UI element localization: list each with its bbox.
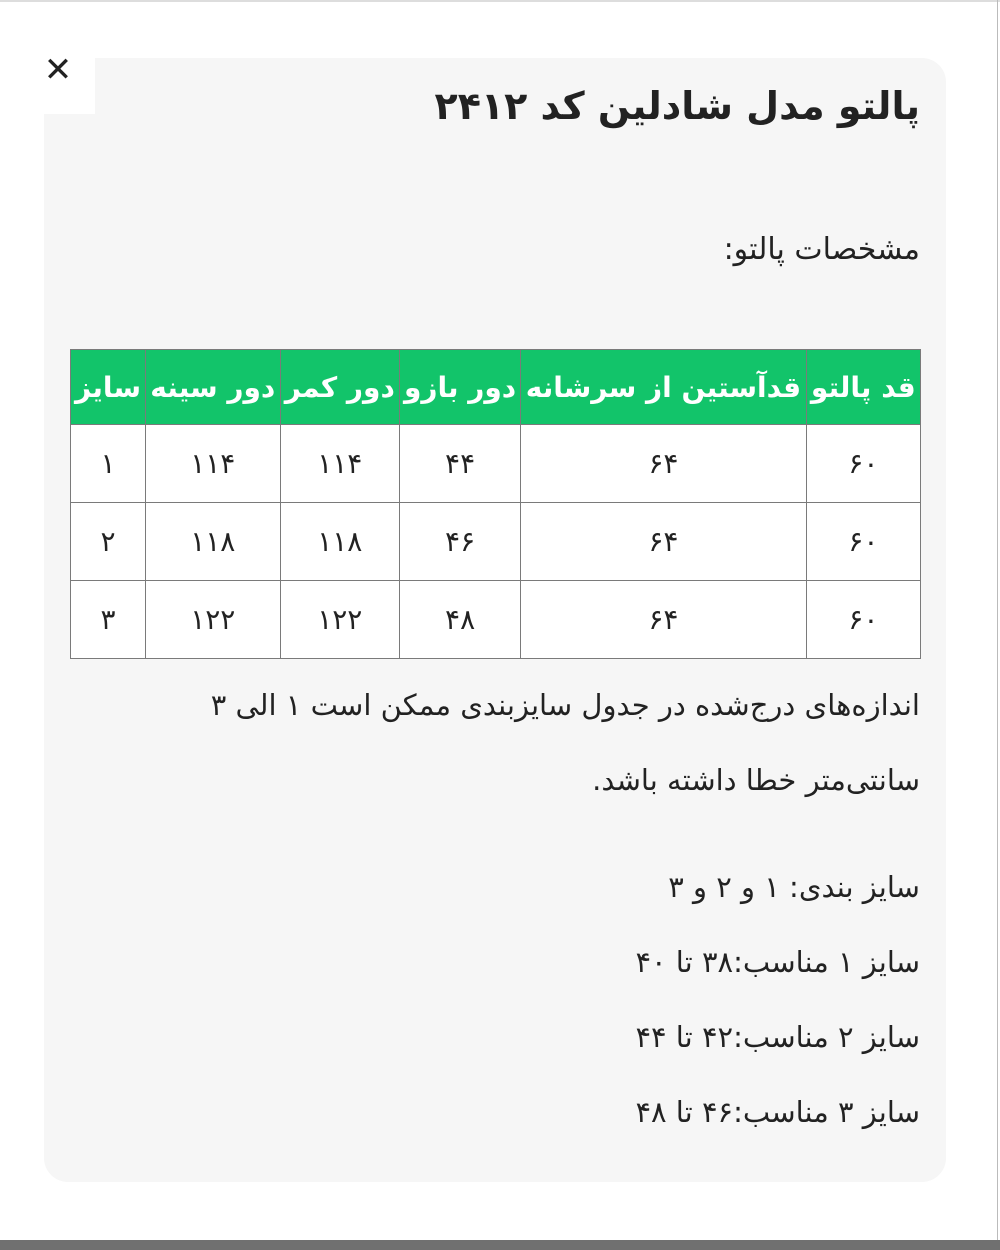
size-1-fit: سایز ۱ مناسب:۳۸ تا ۴۰: [635, 945, 920, 979]
size-table: قد پالتو قدآستین از سرشانه دور بازو دور …: [70, 349, 922, 659]
cell: ۱۲۲: [279, 580, 400, 659]
top-border: [0, 0, 1000, 2]
cell: ۱۲۲: [144, 580, 281, 659]
cell: ۶۴: [520, 502, 807, 581]
size-3-fit: سایز ۳ مناسب:۴۶ تا ۴۸: [635, 1095, 920, 1129]
cell: ۴۴: [398, 424, 522, 503]
cell: ۶۴: [520, 424, 807, 503]
table-header-row: قد پالتو قدآستین از سرشانه دور بازو دور …: [70, 349, 922, 425]
cell: ۶۰: [805, 502, 922, 581]
cell: ۴۶: [398, 502, 522, 581]
cell: ۶۰: [805, 580, 922, 659]
close-button-background: [20, 38, 95, 114]
cell: ۱۱۸: [144, 502, 281, 581]
table-row: ۶۰ ۶۴ ۴۴ ۱۱۴ ۱۱۴ ۱: [70, 424, 922, 503]
table-row: ۶۰ ۶۴ ۴۸ ۱۲۲ ۱۲۲ ۳: [70, 580, 922, 659]
header-chest: دور سینه: [144, 349, 281, 425]
cell: ۱۱۴: [144, 424, 281, 503]
header-arm: دور بازو: [398, 349, 522, 425]
cell: ۶۴: [520, 580, 807, 659]
specs-heading: مشخصات پالتو:: [723, 232, 920, 267]
cell: ۱۱۸: [279, 502, 400, 581]
cell: ۱۱۴: [279, 424, 400, 503]
cell: ۱: [70, 424, 146, 503]
page-title: پالتو مدل شادلین کد ۲۴۱۲: [434, 84, 920, 128]
size-2-fit: سایز ۲ مناسب:۴۲ تا ۴۴: [635, 1020, 920, 1054]
measurement-note: اندازه‌های درج‌شده در جدول سایزبندی ممکن…: [210, 688, 920, 797]
available-sizes: سایز بندی: ۱ و ۲ و ۳: [668, 870, 920, 904]
cell: ۲: [70, 502, 146, 581]
bottom-bar: [0, 1240, 1000, 1250]
cell: ۶۰: [805, 424, 922, 503]
cell: ۴۸: [398, 580, 522, 659]
header-waist: دور کمر: [279, 349, 400, 425]
scrollbar-edge: [997, 0, 998, 1240]
close-icon[interactable]: ✕: [43, 50, 73, 90]
header-size: سایز: [70, 349, 146, 425]
header-sleeve-length: قدآستین از سرشانه: [520, 349, 807, 425]
table-row: ۶۰ ۶۴ ۴۶ ۱۱۸ ۱۱۸ ۲: [70, 502, 922, 581]
cell: ۳: [70, 580, 146, 659]
header-coat-length: قد پالتو: [805, 349, 922, 425]
